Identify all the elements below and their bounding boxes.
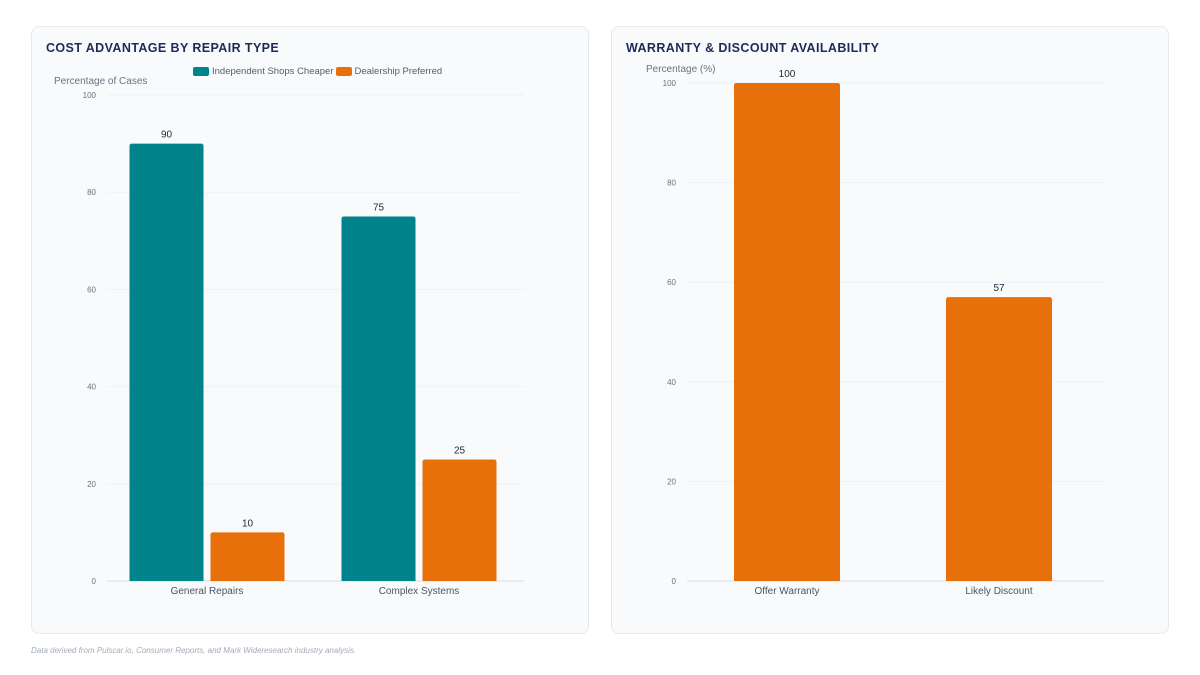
x-tick-label: Likely Discount [965, 586, 1032, 597]
data-label: 10 [242, 518, 254, 529]
y-tick-label: 100 [83, 91, 97, 100]
chart-title: COST ADVANTAGE BY REPAIR TYPE [46, 41, 280, 55]
chart-title: WARRANTY & DISCOUNT AVAILABILITY [626, 41, 880, 55]
legend-swatch-teal [193, 67, 209, 76]
legend-swatch-orange [335, 67, 352, 76]
legend-item-independent[interactable]: Independent Shops Cheaper [193, 66, 334, 77]
x-tick-label: Offer Warranty [754, 586, 819, 597]
y-axis-label: Percentage of Cases [54, 76, 147, 87]
y-axis-label: Percentage (%) [646, 64, 715, 75]
bar[interactable] [129, 143, 204, 581]
data-label: 57 [993, 283, 1005, 294]
x-tick-label: General Repairs [171, 586, 244, 597]
legend-item-dealership[interactable]: Dealership Preferred [335, 66, 443, 77]
y-tick-label: 20 [667, 477, 676, 486]
y-tick-label: 0 [92, 577, 97, 586]
bar[interactable] [946, 297, 1052, 581]
cost-advantage-chart: 0 20 40 60 80 100 Percentage of Cases 90 10 Gener… [54, 76, 524, 597]
bar[interactable] [422, 459, 497, 582]
y-tick-label: 100 [663, 79, 677, 88]
legend: Independent Shops Cheaper Dealership Pre… [193, 66, 444, 77]
legend-label: Independent Shops Cheaper [212, 66, 334, 77]
y-tick-label: 40 [87, 383, 96, 392]
footnote: Data derived from Pulscar.io, Consumer R… [31, 646, 357, 655]
data-label: 100 [779, 69, 796, 80]
y-tick-label: 80 [667, 179, 676, 188]
warranty-panel: WARRANTY & DISCOUNT AVAILABILITY 0 20 40 60… [611, 26, 1169, 634]
warranty-chart: 0 20 40 60 80 100 Percentage (%) 100 Offer Warra… [646, 64, 1104, 597]
data-label: 75 [373, 203, 385, 214]
cost-advantage-panel: COST ADVANTAGE BY REPAIR TYPE Independen… [31, 26, 589, 634]
x-tick-label: Complex Systems [379, 586, 460, 597]
y-tick-label: 60 [667, 278, 676, 287]
bar[interactable] [210, 532, 285, 581]
legend-label: Dealership Preferred [354, 66, 443, 77]
bar[interactable] [341, 216, 416, 582]
bar[interactable] [734, 83, 840, 581]
y-tick-label: 0 [672, 577, 677, 586]
data-label: 25 [454, 446, 466, 457]
y-tick-label: 80 [87, 188, 96, 197]
data-label: 90 [161, 130, 173, 141]
y-tick-label: 60 [87, 285, 96, 294]
y-tick-label: 40 [667, 378, 676, 387]
y-tick-label: 20 [87, 480, 96, 489]
